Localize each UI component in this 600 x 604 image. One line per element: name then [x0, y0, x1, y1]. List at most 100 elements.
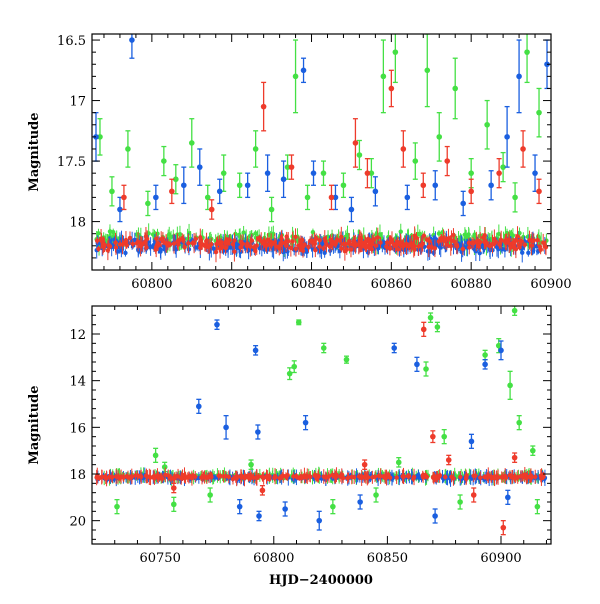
baseline-point — [246, 475, 251, 480]
baseline-point — [198, 245, 203, 250]
baseline-point — [135, 473, 140, 478]
data-point — [357, 499, 363, 505]
baseline-point — [190, 240, 195, 246]
baseline-point — [432, 474, 438, 479]
baseline-point — [527, 474, 533, 479]
baseline-point — [163, 472, 168, 478]
baseline-point — [515, 474, 520, 480]
baseline-point — [147, 245, 153, 250]
baseline-point — [238, 474, 244, 480]
data-point — [114, 503, 120, 510]
x-tick-label: 60800 — [131, 277, 172, 292]
data-point — [145, 200, 151, 207]
baseline-point — [448, 235, 453, 241]
baseline-point — [448, 243, 453, 249]
data-point — [532, 170, 538, 176]
top-panel-y-axis-title: Magnitude — [27, 112, 42, 191]
baseline-point — [398, 229, 403, 234]
baseline-point — [517, 238, 523, 244]
data-point — [320, 345, 327, 351]
data-point — [530, 447, 536, 454]
baseline-point — [417, 231, 422, 237]
baseline-point — [175, 239, 180, 244]
baseline-point — [541, 240, 546, 245]
baseline-point — [412, 233, 417, 238]
baseline-point — [383, 474, 388, 480]
baseline-point — [442, 238, 448, 244]
baseline-point — [105, 248, 111, 253]
baseline-point — [123, 250, 128, 256]
bottom-panel-x-axis-title: HJD−2400000 — [269, 573, 373, 588]
baseline-point — [339, 234, 344, 240]
baseline-point — [491, 241, 497, 246]
data-point — [423, 366, 429, 372]
baseline-point — [526, 250, 531, 255]
data-point — [188, 140, 195, 146]
data-point — [372, 188, 379, 195]
baseline-point — [495, 474, 501, 480]
baseline-point — [351, 239, 356, 244]
data-point — [511, 454, 518, 461]
baseline-point — [155, 473, 160, 478]
baseline-point — [280, 473, 285, 479]
baseline-point — [504, 230, 510, 236]
baseline-point — [293, 234, 298, 240]
baseline-point — [160, 236, 166, 241]
data-point — [361, 461, 368, 468]
y-tick-label: 18 — [69, 216, 86, 231]
y-tick-label: 18 — [69, 468, 86, 483]
data-point — [500, 164, 506, 170]
baseline-point — [474, 239, 479, 244]
baseline-point — [538, 247, 543, 252]
baseline-point — [429, 244, 434, 249]
baseline-point — [517, 230, 522, 236]
baseline-point — [424, 237, 430, 242]
data-point — [291, 363, 298, 370]
baseline-point — [326, 474, 332, 479]
data-point — [445, 457, 452, 463]
baseline-point — [155, 241, 161, 246]
baseline-point — [375, 235, 380, 240]
baseline-point — [439, 238, 444, 243]
baseline-point — [107, 244, 113, 249]
baseline-point — [121, 475, 126, 480]
x-tick-label: 60860 — [371, 277, 412, 292]
baseline-point — [167, 242, 173, 247]
baseline-point — [253, 248, 258, 254]
baseline-point — [451, 232, 456, 238]
baseline-point — [283, 243, 289, 248]
data-point — [204, 194, 211, 201]
data-point — [121, 194, 127, 201]
baseline-point — [186, 247, 192, 252]
data-point — [286, 370, 293, 377]
baseline-point — [358, 240, 364, 246]
baseline-point — [209, 474, 214, 480]
baseline-point — [130, 241, 135, 247]
x-tick-label: 60750 — [139, 551, 180, 566]
baseline-point — [260, 475, 265, 480]
data-point — [117, 206, 123, 213]
baseline-point — [343, 241, 348, 247]
data-point — [420, 182, 427, 189]
baseline-point — [288, 245, 294, 251]
data-point — [256, 513, 262, 519]
baseline-point — [238, 245, 243, 250]
baseline-point — [117, 242, 123, 247]
data-point — [169, 188, 175, 195]
data-point — [300, 67, 307, 74]
baseline-point — [520, 250, 525, 255]
baseline-point — [332, 473, 337, 479]
data-point — [373, 492, 379, 498]
x-tick-label: 60850 — [367, 551, 408, 566]
data-point — [125, 146, 131, 152]
baseline-point — [232, 249, 237, 254]
data-point — [470, 492, 477, 498]
baseline-point — [284, 234, 289, 239]
baseline-point — [533, 474, 538, 480]
data-point — [330, 503, 336, 510]
baseline-point — [478, 475, 483, 480]
baseline-point — [153, 247, 158, 252]
data-point — [534, 503, 541, 510]
data-point — [484, 121, 490, 128]
